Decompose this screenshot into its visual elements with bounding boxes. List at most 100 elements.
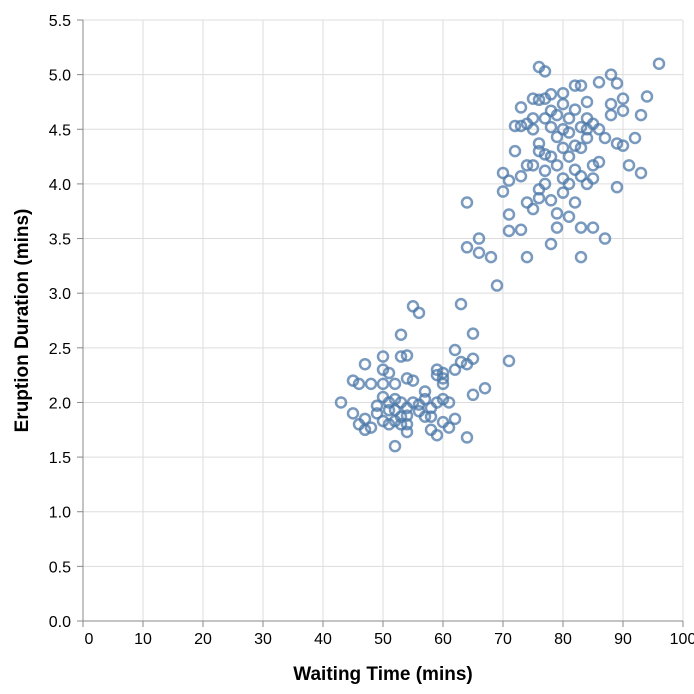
data-point [382,403,396,417]
data-point [460,241,474,254]
data-point [370,399,384,412]
data-point [556,97,570,111]
data-point [550,221,564,234]
data-point [598,131,612,145]
data-point [544,150,558,163]
data-point [466,352,480,365]
data-point [574,141,588,155]
data-point [394,418,408,431]
data-point [550,207,564,220]
data-point [376,350,390,363]
data-point [616,104,630,117]
data-point [592,155,606,169]
data-point [394,410,408,423]
data-point [358,357,372,371]
x-tick-label: 60 [434,631,452,648]
data-point [604,108,618,122]
y-tick-label: 3.0 [49,286,71,303]
data-point [400,409,414,422]
data-point [616,92,630,105]
data-point [562,150,576,163]
data-point [526,159,540,172]
data-point [460,196,474,209]
data-point [574,170,588,183]
x-tick-label: 20 [194,631,212,648]
data-point [346,407,360,420]
data-point [454,297,468,311]
data-point [472,232,486,245]
data-point [538,164,552,178]
y-tick-label: 4.5 [49,122,71,139]
data-point [568,79,582,92]
data-point [490,279,504,292]
x-tick-label: 80 [554,631,572,648]
y-tick-label: 3.5 [49,232,71,249]
data-point [388,439,402,453]
data-point [538,148,552,161]
data-point [514,119,528,133]
data-point [484,250,498,264]
data-point [478,381,492,395]
data-point [574,221,588,234]
data-point [532,137,546,150]
data-point [634,166,648,180]
data-point [526,92,540,105]
data-point [550,159,564,172]
data-point [406,396,420,409]
y-axis-ticks: 0.0 0.5 1.0 1.5 2.0 2.5 3.0 3.5 4.0 4.5 5.0 5.5 [49,13,83,631]
y-tick-label: 0.5 [49,559,71,576]
data-point [508,144,522,158]
data-point [442,421,456,434]
data-point [514,223,528,237]
data-point [370,407,384,420]
data-point [550,130,564,144]
data-point [466,388,480,402]
y-axis-title: Eruption Duration (mins) [12,209,33,433]
data-point [610,180,624,194]
data-point [514,101,528,114]
data-point [520,159,534,172]
data-point [586,221,600,234]
data-point [526,202,540,216]
data-point [562,210,576,223]
data-point [544,194,558,207]
data-point [544,88,558,101]
data-point [574,250,588,264]
data-point [556,141,570,155]
x-tick-label: 90 [614,631,632,648]
data-point [502,224,516,238]
data-point [640,90,654,103]
y-tick-label: 2.0 [49,395,71,412]
y-tick-label: 1.0 [49,505,71,522]
data-point [634,108,648,122]
data-point [376,377,390,391]
data-point [334,396,348,409]
data-point [436,377,450,391]
data-point [622,159,636,172]
data-point [424,410,438,423]
data-point [400,349,414,362]
data-points [334,57,666,453]
data-point [538,112,552,125]
data-point [358,412,372,426]
data-point [448,343,462,357]
x-tick-label: 40 [314,631,332,648]
data-point [544,237,558,251]
data-point [592,76,606,89]
data-point [502,208,516,221]
data-point [526,112,540,125]
data-point [604,97,618,111]
x-axis-title: Waiting Time (mins) [293,664,472,685]
data-point [598,232,612,245]
data-point [418,385,432,398]
data-point [562,177,576,191]
data-point [466,327,480,340]
data-point [352,377,366,391]
data-point [430,428,444,442]
y-tick-label: 5.0 [49,68,71,85]
x-tick-label: 100 [670,631,694,648]
data-point [562,126,576,139]
data-point [442,396,456,409]
data-point [364,421,378,434]
